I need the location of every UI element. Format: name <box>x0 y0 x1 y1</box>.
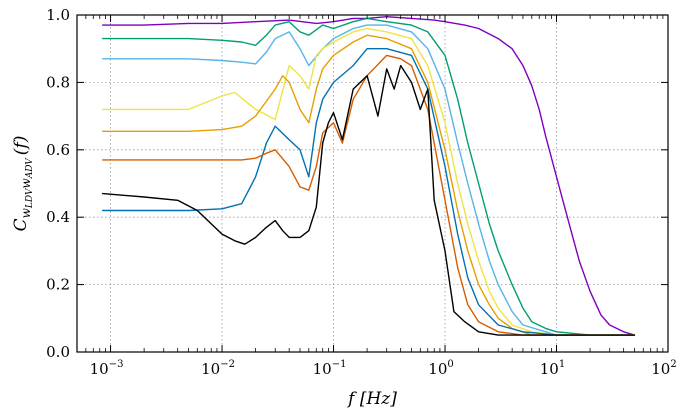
y-tick-label: 1.0 <box>46 6 70 24</box>
y-tick-label: 0.6 <box>46 141 70 159</box>
tick-layer: 10−3 10−2 10−1 100 101 102 0.0 0.2 0.4 0.6 0.8 1.0 <box>46 6 677 378</box>
x-tick-label: 10−3 <box>90 359 124 378</box>
x-tick-label: 10−2 <box>201 359 235 378</box>
y-tick-label: 0.8 <box>46 73 70 91</box>
series-line-4 <box>101 27 636 336</box>
y-label-main: C <box>11 218 31 231</box>
y-tick-label: 0.2 <box>46 276 70 294</box>
y-tick-label: 0.4 <box>46 208 70 226</box>
y-label-sub: w <box>19 207 33 218</box>
x-tick-label: 102 <box>651 359 676 378</box>
grid-layer <box>77 15 668 352</box>
y-label-mid: w <box>19 178 33 189</box>
series-line-1 <box>101 16 636 336</box>
x-tick-label: 100 <box>428 359 453 378</box>
label-layer: f [Hz] CwLDVwADV(f) <box>11 136 397 409</box>
series-line-5 <box>101 34 636 336</box>
plot-frame <box>76 14 669 353</box>
series-line-8 <box>101 64 636 336</box>
x-axis-label: f [Hz] <box>346 389 397 409</box>
series-line-2 <box>101 17 636 336</box>
y-label-tail: (f) <box>11 136 31 156</box>
y-label-subsub2: ADV <box>25 157 35 180</box>
y-label-subsub1: LDV <box>25 187 35 209</box>
x-tick-label: 101 <box>540 359 565 378</box>
series-line-3 <box>101 24 636 336</box>
series-layer <box>101 16 636 336</box>
y-axis-label: CwLDVwADV(f) <box>11 136 35 232</box>
series-line-6 <box>101 48 636 336</box>
y-tick-label: 0.0 <box>46 343 70 361</box>
series-line-7 <box>101 54 636 336</box>
x-tick-label: 10−1 <box>313 359 347 378</box>
